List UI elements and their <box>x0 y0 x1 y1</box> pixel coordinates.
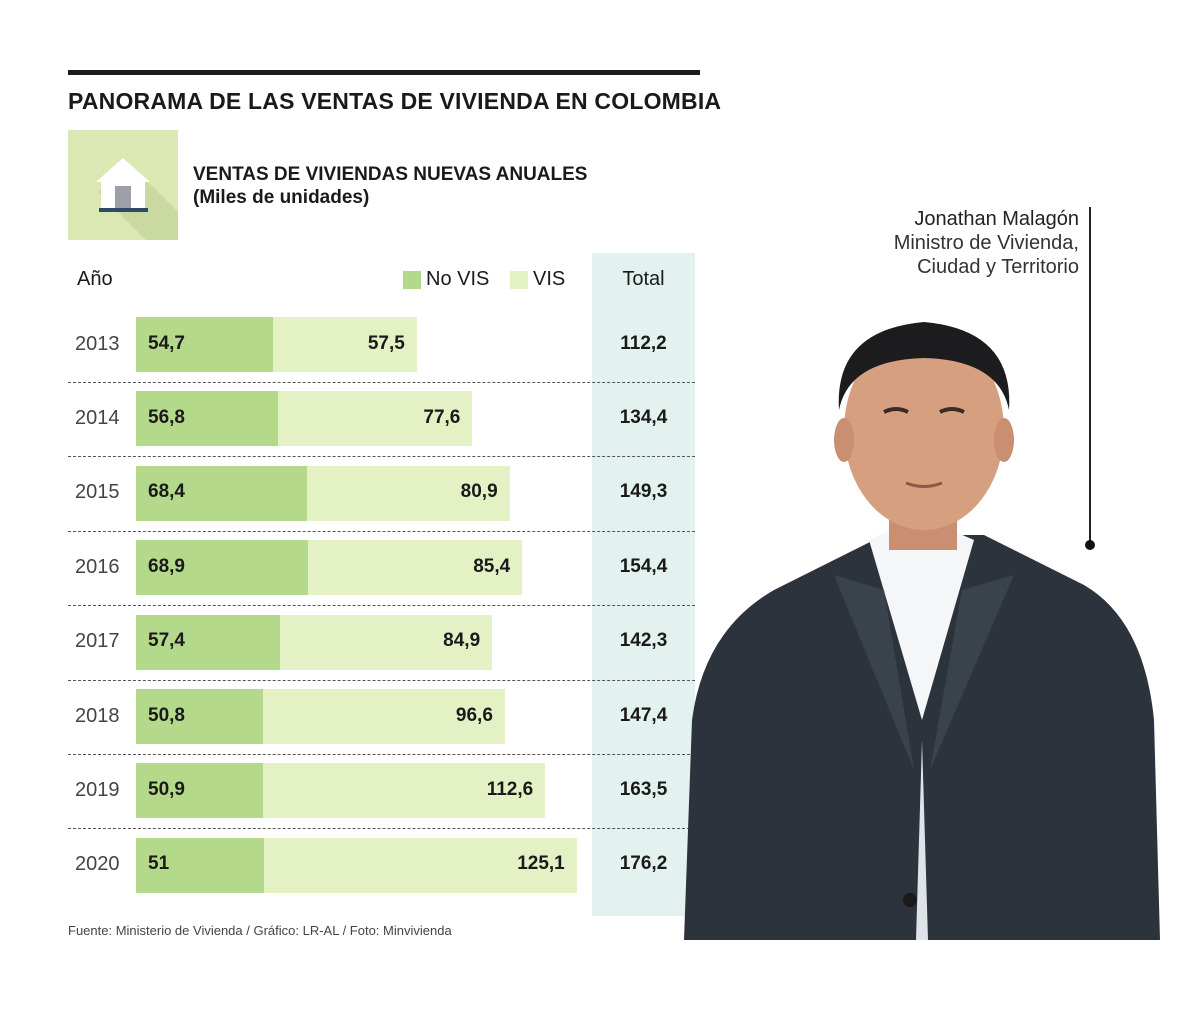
house-icon <box>68 130 178 240</box>
total-value: 134,4 <box>619 406 668 428</box>
row-separator <box>68 679 695 681</box>
value-label-vis: 80,9 <box>460 481 498 503</box>
subtitle-line-1: VENTAS DE VIVIENDAS NUEVAS ANUALES <box>193 164 588 185</box>
total-value: 147,4 <box>619 704 668 726</box>
bar-novis <box>136 689 264 744</box>
callout-dot <box>1085 540 1095 550</box>
total-value: 163,5 <box>619 778 668 800</box>
row-separator <box>68 753 695 755</box>
legend-vis-swatch <box>510 270 528 289</box>
person-role-line-2: Ciudad y Territorio <box>917 256 1079 278</box>
bar-novis <box>136 465 308 521</box>
year-label: 2016 <box>75 555 120 578</box>
value-label-novis: 57,4 <box>148 630 185 652</box>
total-header: Total <box>622 268 665 290</box>
legend-novis-swatch <box>403 270 421 289</box>
total-value: 142,3 <box>619 630 668 652</box>
person-role-line-1: Ministro de Vivienda, <box>893 232 1079 254</box>
page-title: PANORAMA DE LAS VENTAS DE VIVIENDA EN CO… <box>68 88 722 114</box>
total-value: 112,2 <box>620 332 667 354</box>
total-column-background <box>592 253 695 916</box>
bar-vis <box>263 837 577 893</box>
year-label: 2020 <box>75 853 120 876</box>
year-label: 2013 <box>75 332 120 355</box>
value-label-vis: 85,4 <box>473 555 511 577</box>
total-value: 154,4 <box>619 555 668 577</box>
callout-line <box>1089 207 1091 545</box>
legend-vis-label: VIS <box>533 268 566 290</box>
year-label: 2018 <box>75 704 120 727</box>
value-label-novis: 50,8 <box>148 704 185 726</box>
year-label: 2014 <box>75 406 120 429</box>
person-photo <box>684 322 1160 940</box>
value-label-vis: 96,6 <box>455 704 493 726</box>
value-label-novis: 54,7 <box>148 332 185 354</box>
value-label-novis: 68,4 <box>148 481 185 503</box>
row-separator <box>68 456 695 458</box>
legend-vis: VIS <box>510 268 565 291</box>
source-note: Fuente: Ministerio de Vivienda / Gráfico… <box>68 923 452 938</box>
value-label-vis: 125,1 <box>517 853 565 875</box>
bar-vis <box>278 391 473 447</box>
top-rule <box>68 70 700 75</box>
year-header: Año <box>77 268 113 290</box>
row-separator <box>68 530 695 532</box>
chart-subtitle: VENTAS DE VIVIENDAS NUEVAS ANUALES (Mile… <box>193 163 587 209</box>
person-caption: Jonathan Malagón Ministro de Vivienda, C… <box>894 207 1079 279</box>
bar-novis <box>136 837 264 893</box>
value-label-vis: 112,6 <box>486 778 534 800</box>
total-value: 149,3 <box>619 481 668 503</box>
row-separator <box>68 605 695 607</box>
row-separator <box>68 381 695 383</box>
value-label-novis: 56,8 <box>148 406 185 428</box>
value-label-vis: 57,5 <box>367 332 405 354</box>
row-separator <box>68 828 695 830</box>
bar-vis <box>307 465 510 521</box>
bar-novis <box>136 763 264 819</box>
total-value: 176,2 <box>619 853 668 875</box>
bar-vis <box>308 540 523 596</box>
bar-novis <box>136 317 273 372</box>
subtitle-line-2: (Miles de unidades) <box>193 187 370 208</box>
bar-novis <box>136 391 279 447</box>
value-label-vis: 77,6 <box>423 406 461 428</box>
year-label: 2019 <box>75 778 120 801</box>
value-label-novis: 51 <box>148 853 170 875</box>
year-label: 2017 <box>75 630 120 653</box>
bar-vis <box>272 317 417 372</box>
value-label-novis: 50,9 <box>148 778 185 800</box>
bar-novis <box>136 614 280 670</box>
bar-novis <box>136 540 309 596</box>
bar-vis <box>279 614 493 670</box>
legend-novis-label: No VIS <box>426 268 490 290</box>
bar-vis <box>263 689 505 744</box>
person-name: Jonathan Malagón <box>914 208 1079 230</box>
legend-novis: No VIS <box>403 268 489 291</box>
year-label: 2015 <box>75 481 120 504</box>
value-label-novis: 68,9 <box>148 555 185 577</box>
value-label-vis: 84,9 <box>443 630 481 652</box>
bar-vis <box>263 763 546 819</box>
